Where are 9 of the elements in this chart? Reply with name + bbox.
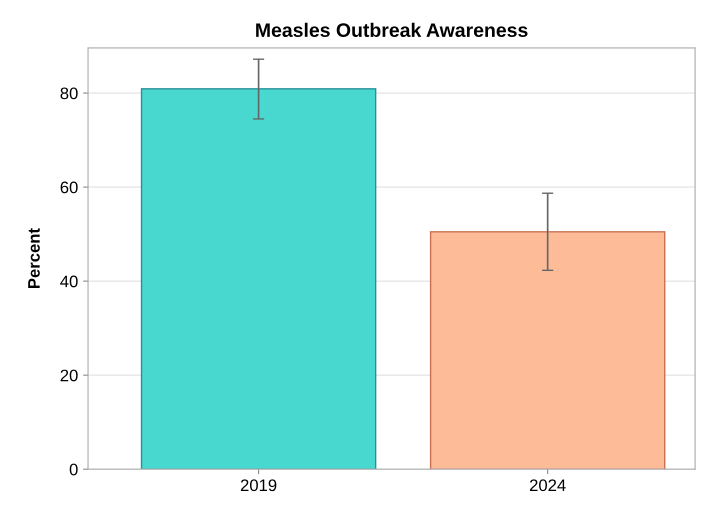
y-tick-label: 60 <box>60 182 78 194</box>
x-tick-label: 2019 <box>240 479 276 492</box>
y-tick-label: 40 <box>60 276 78 288</box>
y-tick-label: 0 <box>70 464 78 476</box>
x-tick-label: 2024 <box>530 479 566 492</box>
y-tick-label: 20 <box>60 370 78 382</box>
chart-title: Measles Outbreak Awareness <box>256 22 528 38</box>
y-axis-title: Percent <box>28 228 40 288</box>
y-tick-label: 80 <box>60 87 78 100</box>
